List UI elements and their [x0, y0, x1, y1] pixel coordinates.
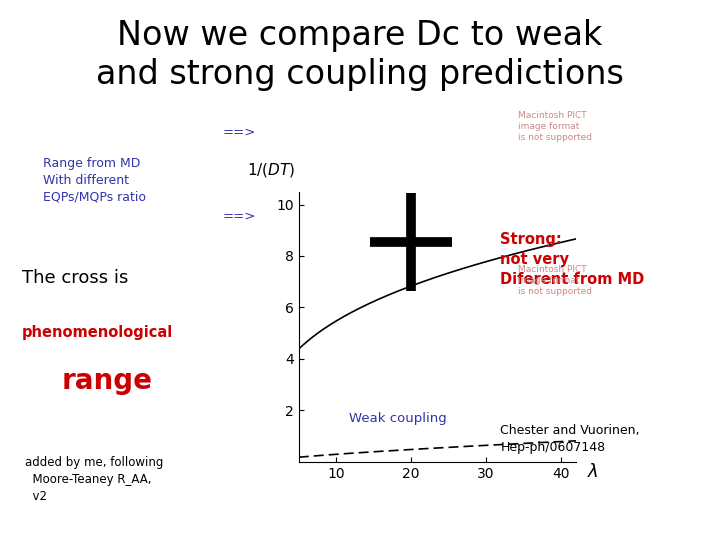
Text: The cross is: The cross is [22, 269, 128, 287]
Text: Macintosh PICT
image format
is not supported: Macintosh PICT image format is not suppo… [518, 265, 593, 296]
Text: Weak coupling: Weak coupling [349, 412, 447, 425]
Text: Chester and Vuorinen,
Hep-ph/0607148: Chester and Vuorinen, Hep-ph/0607148 [500, 424, 640, 454]
Text: $1/(DT)$: $1/(DT)$ [247, 161, 295, 179]
Text: range: range [61, 367, 152, 395]
Text: $\lambda$: $\lambda$ [588, 463, 599, 481]
Text: Now we compare Dc to weak
and strong coupling predictions: Now we compare Dc to weak and strong cou… [96, 19, 624, 91]
Text: ==>: ==> [222, 126, 256, 139]
Text: Macintosh PICT
image format
is not supported: Macintosh PICT image format is not suppo… [518, 111, 593, 142]
Text: Range from MD
With different
EQPs/MQPs ratio: Range from MD With different EQPs/MQPs r… [43, 157, 146, 204]
Text: ==>: ==> [222, 210, 256, 222]
Text: Strong:
not very
Diferent from MD: Strong: not very Diferent from MD [500, 232, 644, 287]
Text: added by me, following
  Moore-Teaney R_AA,
  v2: added by me, following Moore-Teaney R_AA… [25, 456, 163, 503]
Text: phenomenological: phenomenological [22, 325, 173, 340]
